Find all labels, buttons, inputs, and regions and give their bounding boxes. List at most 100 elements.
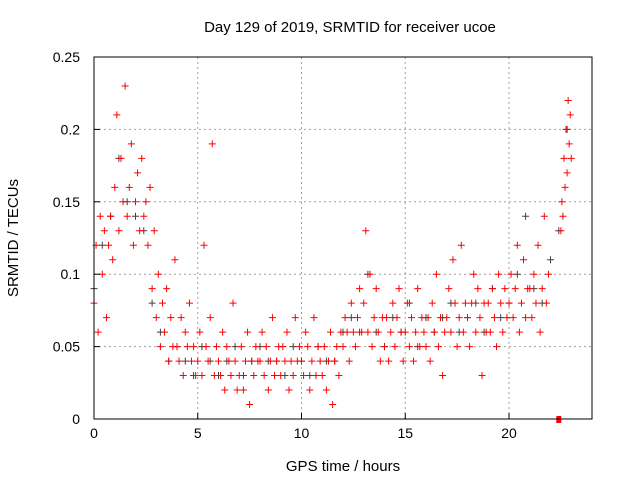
data-point-primary bbox=[341, 314, 349, 322]
data-point-primary bbox=[522, 314, 530, 322]
data-point-primary bbox=[393, 314, 401, 322]
data-point-primary bbox=[356, 285, 364, 293]
data-point-primary bbox=[358, 328, 366, 336]
data-point-primary bbox=[399, 357, 407, 365]
data-point-primary bbox=[517, 299, 525, 307]
data-point-primary bbox=[127, 140, 135, 148]
data-point-primary bbox=[505, 299, 513, 307]
data-point-primary bbox=[156, 343, 164, 351]
data-point-primary bbox=[246, 401, 254, 409]
data-point-primary bbox=[277, 372, 285, 380]
data-point-primary bbox=[165, 357, 173, 365]
data-point-primary bbox=[279, 343, 287, 351]
data-point-primary bbox=[198, 372, 206, 380]
y-tick-label: 0.05 bbox=[53, 339, 80, 355]
data-point-primary bbox=[343, 328, 351, 336]
data-point-primary bbox=[190, 343, 198, 351]
data-point-primary-tail bbox=[558, 198, 566, 206]
data-point-primary bbox=[285, 386, 293, 394]
data-point-primary bbox=[441, 328, 449, 336]
data-point-secondary bbox=[132, 212, 139, 220]
data-point-primary bbox=[227, 372, 235, 380]
data-point-primary bbox=[486, 328, 494, 336]
data-point-primary bbox=[464, 314, 471, 322]
data-point-primary bbox=[420, 328, 428, 336]
data-point-secondary bbox=[547, 256, 554, 264]
data-point-secondary bbox=[231, 343, 239, 351]
data-point-primary bbox=[266, 357, 274, 365]
data-point-secondary bbox=[181, 357, 189, 365]
data-point-primary bbox=[154, 270, 162, 278]
data-point-primary bbox=[389, 299, 397, 307]
data-point-primary bbox=[225, 357, 233, 365]
data-point-primary bbox=[314, 343, 322, 351]
data-point-primary bbox=[258, 328, 266, 336]
data-point-primary bbox=[239, 386, 247, 394]
data-point-primary bbox=[503, 314, 511, 322]
data-point-primary bbox=[231, 357, 239, 365]
data-point-primary bbox=[449, 256, 457, 264]
data-point-primary bbox=[291, 314, 299, 322]
data-point-primary bbox=[536, 328, 544, 336]
data-point-primary bbox=[424, 314, 432, 322]
data-point-primary bbox=[374, 328, 382, 336]
data-point-primary bbox=[509, 314, 517, 322]
data-point-primary-tail bbox=[559, 212, 567, 220]
data-point-primary bbox=[376, 357, 384, 365]
data-point-primary bbox=[432, 270, 440, 278]
data-point-primary bbox=[125, 183, 133, 191]
data-point-primary bbox=[252, 343, 260, 351]
data-point-primary bbox=[538, 285, 546, 293]
data-point-primary bbox=[111, 183, 119, 191]
data-point-primary bbox=[443, 314, 451, 322]
data-point-primary bbox=[351, 343, 359, 351]
data-point-primary bbox=[306, 386, 314, 394]
data-points bbox=[90, 82, 575, 423]
y-tick-label: 0.25 bbox=[53, 49, 80, 65]
data-point-primary bbox=[229, 299, 237, 307]
y-tick-label: 0 bbox=[72, 411, 80, 427]
y-tick-label: 0.1 bbox=[61, 266, 81, 282]
data-point-primary-tail bbox=[566, 111, 574, 119]
data-point-primary bbox=[94, 328, 102, 336]
data-point-primary bbox=[107, 212, 115, 220]
data-point-primary bbox=[132, 198, 139, 206]
data-point-primary bbox=[300, 372, 308, 380]
x-tick-label: 5 bbox=[194, 425, 202, 441]
data-point-primary bbox=[401, 328, 409, 336]
data-point-primary bbox=[244, 328, 252, 336]
data-point-primary bbox=[362, 227, 370, 235]
data-point-primary bbox=[530, 270, 538, 278]
data-point-primary-tail bbox=[560, 154, 568, 162]
data-point-primary bbox=[171, 256, 179, 264]
data-point-primary bbox=[507, 270, 515, 278]
data-point-secondary bbox=[98, 241, 106, 249]
data-point-primary bbox=[152, 314, 160, 322]
data-point-primary bbox=[395, 285, 403, 293]
data-point-primary bbox=[289, 372, 297, 380]
data-point-primary bbox=[268, 314, 276, 322]
data-point-secondary bbox=[522, 212, 530, 220]
y-tick-label: 0.2 bbox=[61, 121, 81, 137]
data-point-primary-tail bbox=[563, 169, 571, 177]
data-point-primary bbox=[416, 343, 424, 351]
data-point-primary bbox=[370, 314, 378, 322]
data-point-primary bbox=[123, 212, 131, 220]
data-point-primary bbox=[364, 328, 372, 336]
data-point-primary bbox=[121, 82, 129, 90]
data-point-primary bbox=[196, 328, 204, 336]
data-point-primary bbox=[466, 343, 474, 351]
data-point-primary bbox=[109, 256, 117, 264]
data-point-primary bbox=[414, 285, 422, 293]
x-tick-label: 0 bbox=[90, 425, 98, 441]
data-point-primary bbox=[185, 299, 193, 307]
data-point-primary-tail bbox=[567, 154, 575, 162]
data-point-primary bbox=[150, 227, 158, 235]
data-point-primary-tail bbox=[557, 227, 565, 235]
data-point-primary bbox=[129, 241, 137, 249]
data-point-primary bbox=[206, 314, 214, 322]
data-point-primary bbox=[501, 285, 509, 293]
data-point-primary bbox=[387, 328, 395, 336]
data-point-primary bbox=[181, 328, 189, 336]
